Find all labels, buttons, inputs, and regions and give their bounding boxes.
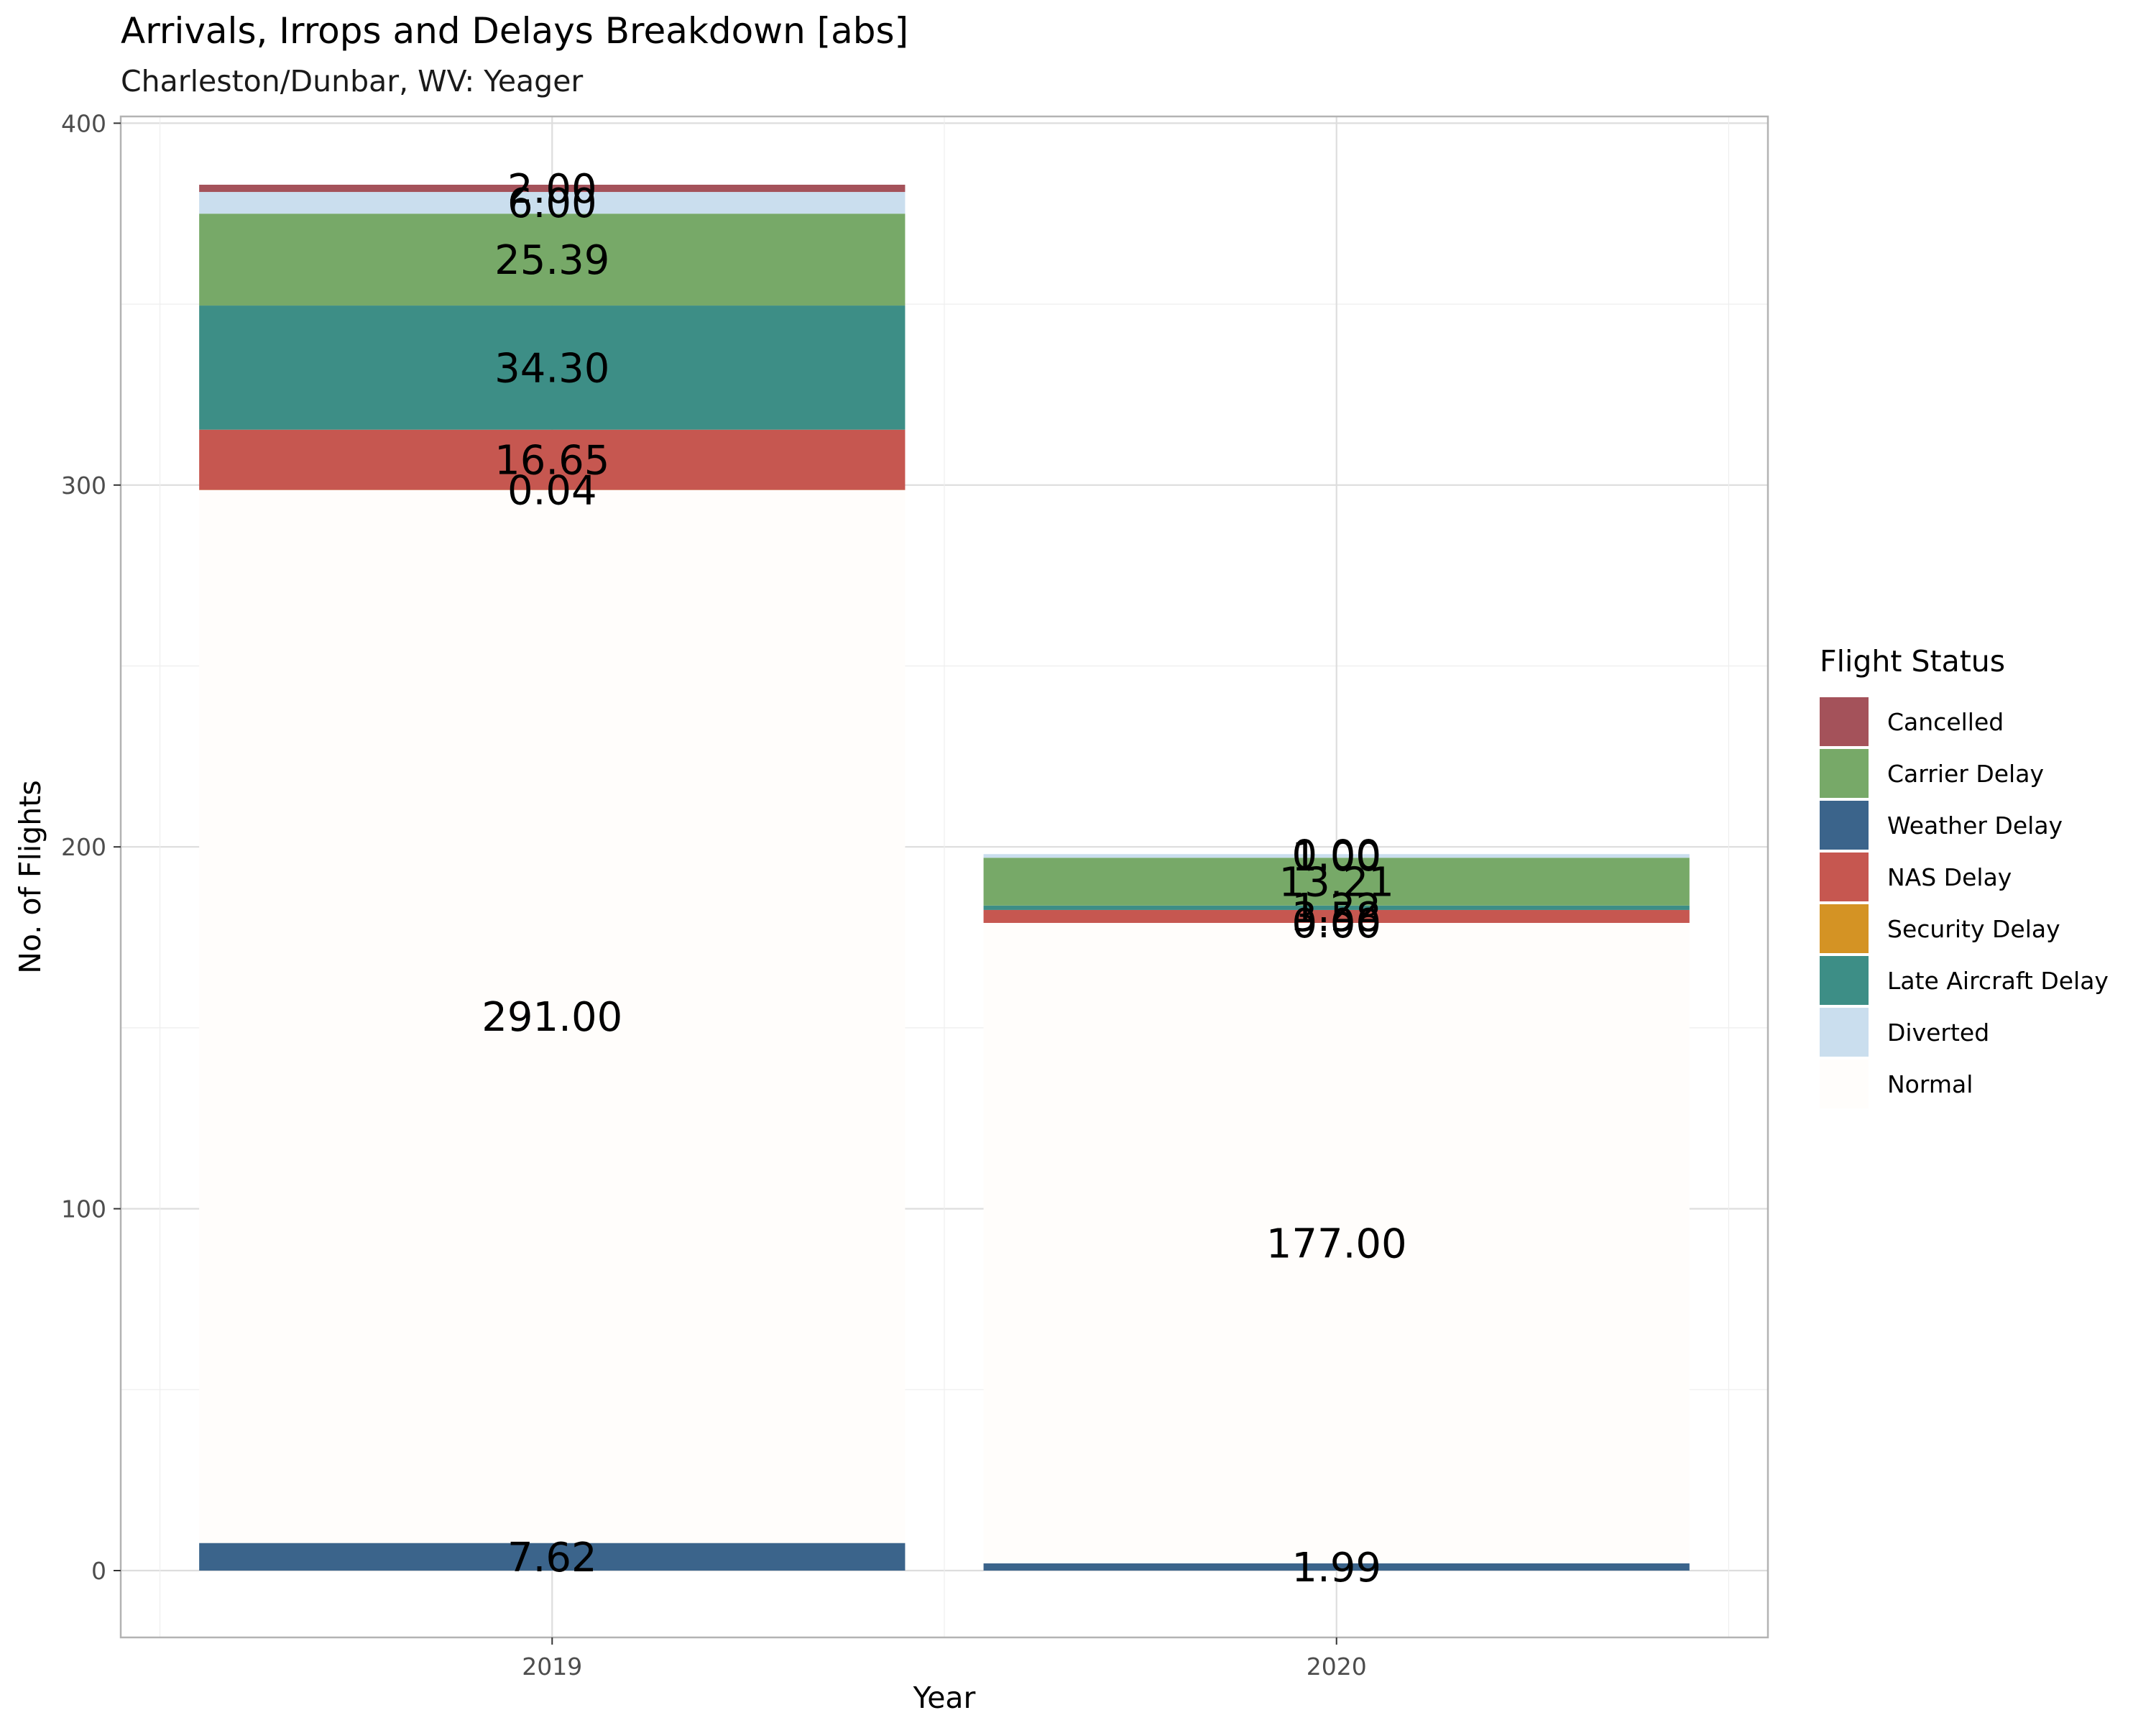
x-tick-label: 2020 [1307,1653,1367,1681]
data-label-carrier-delay-2019: 25.39 [494,237,609,284]
data-label-weather-delay-2019: 7.62 [507,1535,597,1581]
data-label-late-aircraft-delay-2019: 34.30 [494,345,609,392]
data-label-nas-delay-2019: 16.65 [494,438,609,484]
y-tick-label: 300 [61,472,106,500]
y-tick-label: 0 [91,1557,106,1585]
y-tick-label: 200 [61,833,106,861]
legend-label-late-aircraft-delay: Late Aircraft Delay [1887,967,2109,995]
data-label-weather-delay-2020: 1.99 [1291,1545,1381,1591]
legend-swatch-normal [1820,1060,1869,1108]
y-tick-label: 100 [61,1195,106,1223]
legend-swatch-cancelled [1820,697,1869,746]
legend-label-carrier-delay: Carrier Delay [1887,760,2044,788]
legend-label-nas-delay: NAS Delay [1887,863,2012,891]
legend-swatch-weather-delay [1820,801,1869,850]
x-tick-label: 2019 [522,1653,582,1681]
legend-label-security-delay: Security Delay [1887,915,2060,943]
chart-subtitle: Charleston/Dunbar, WV: Yeager [121,64,583,98]
x-axis-title: Year [913,1681,976,1715]
chart-title: Arrivals, Irrops and Delays Breakdown [a… [121,10,908,52]
data-label-normal-2019: 291.00 [482,994,622,1041]
legend-swatch-nas-delay [1820,852,1869,901]
data-label-cancelled-2020: 0.00 [1291,832,1381,878]
y-axis-title: No. of Flights [13,780,47,973]
legend-swatch-late-aircraft-delay [1820,956,1869,1005]
legend-swatch-security-delay [1820,904,1869,953]
legend-label-cancelled: Cancelled [1887,708,2004,736]
legend-label-diverted: Diverted [1887,1019,1989,1047]
data-label-normal-2020: 177.00 [1266,1221,1407,1267]
y-tick-label: 400 [61,109,106,137]
legend-title: Flight Status [1820,644,2005,679]
legend-label-weather-delay: Weather Delay [1887,812,2063,840]
data-label-cancelled-2019: 2.00 [507,166,597,213]
legend-label-normal: Normal [1887,1070,1973,1098]
legend-swatch-diverted [1820,1008,1869,1057]
legend-swatch-carrier-delay [1820,749,1869,798]
